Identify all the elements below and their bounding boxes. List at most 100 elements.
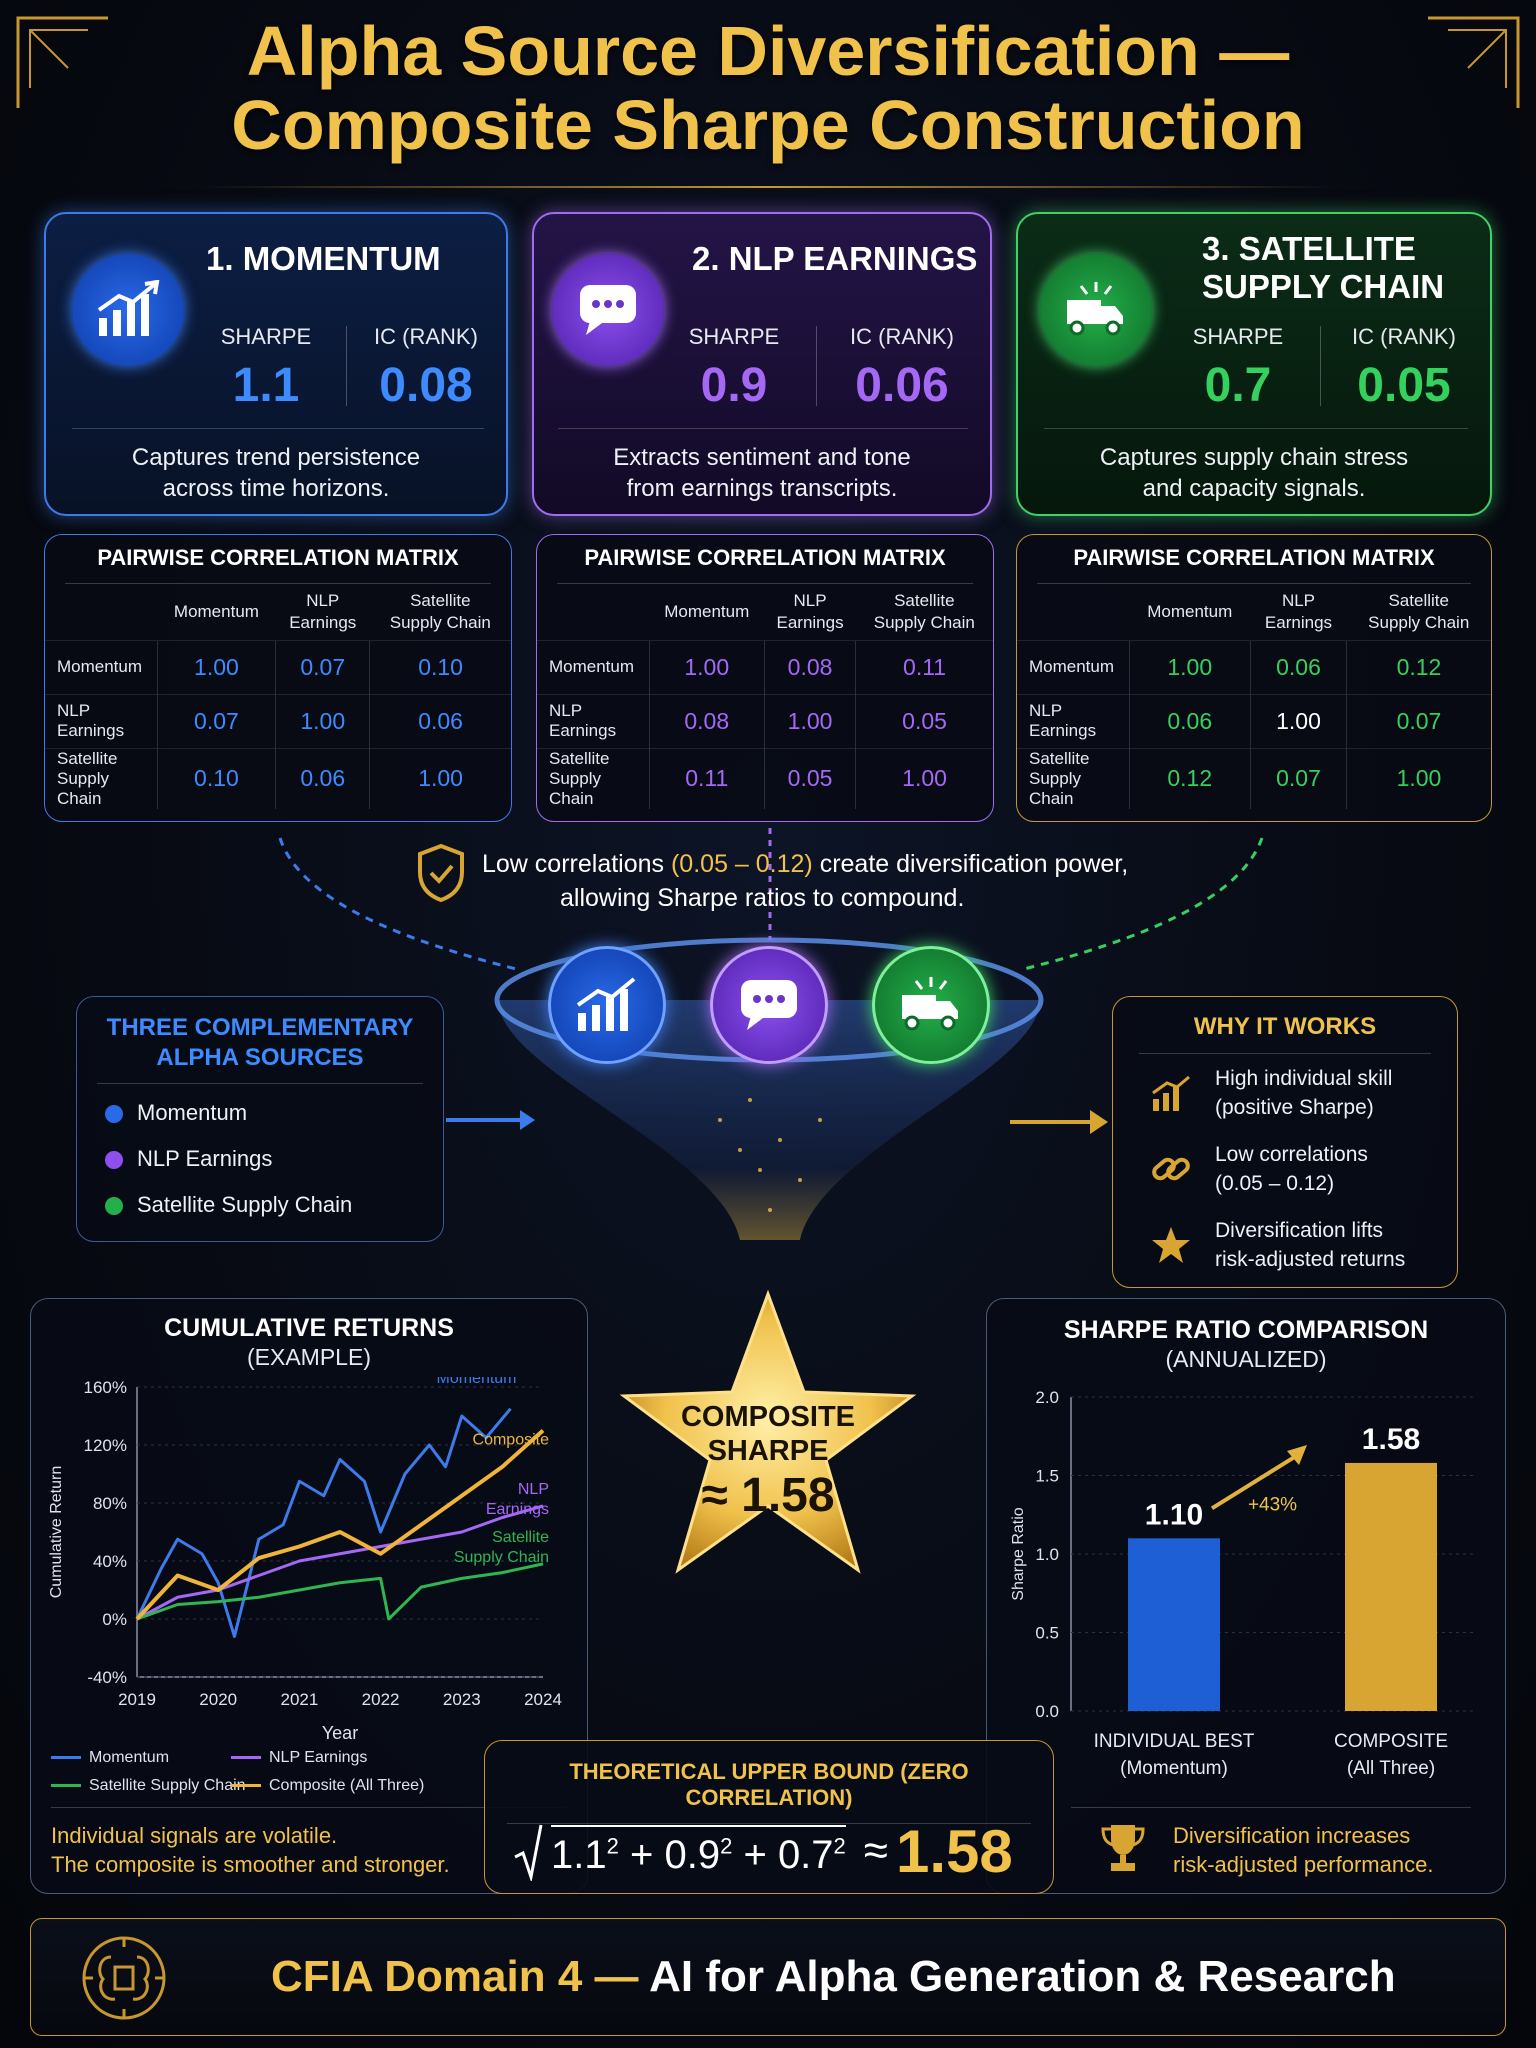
- source-title: 2. NLP EARNINGS: [692, 240, 978, 277]
- matrix-cell: 1.00: [855, 747, 993, 809]
- purple-dot-icon: [105, 1151, 123, 1170]
- chart-note: Diversification increases risk-adjusted p…: [1173, 1823, 1434, 1877]
- source-card-momentum: 1. MOMENTUM SHARPE IC (RANK) 1.1 0.08 Ca…: [44, 212, 508, 516]
- category-label: (All Three): [1347, 1758, 1435, 1779]
- sharpe-label: SHARPE: [688, 324, 780, 349]
- upper-bound-title: THEORETICAL UPPER BOUND (ZERO CORRELATIO…: [569, 1759, 969, 1810]
- row-label: NLP Earnings: [537, 693, 649, 748]
- col-header: Momentum: [1147, 601, 1233, 621]
- matrix-table: Momentum NLP Earnings Satellite Supply Cha…: [537, 584, 993, 809]
- matrix-title: PAIRWISE CORRELATION MATRIX: [1073, 545, 1435, 570]
- y-tick-label: 1.0: [1035, 1545, 1059, 1564]
- link-icon: [1152, 1157, 1190, 1181]
- row-label: Satellite Supply Chain: [45, 747, 157, 809]
- matrix-cell: 0.06: [1250, 639, 1347, 694]
- ic-label: IC (RANK): [850, 324, 954, 349]
- sharpe-value: 0.7: [1204, 359, 1272, 412]
- why-it-works-panel: WHY IT WORKS High individual skill (posit…: [1112, 996, 1458, 1288]
- series-label: Momentum: [436, 1377, 516, 1387]
- series-label: Earnings: [486, 1501, 549, 1518]
- category-label: INDIVIDUAL BEST: [1094, 1731, 1255, 1752]
- chart-up-icon: [1152, 1075, 1190, 1111]
- alpha-sources-title: THREE COMPLEMENTARY ALPHA SOURCES: [106, 1014, 414, 1071]
- legend-item: Momentum: [51, 1749, 169, 1767]
- trophy-icon: [1101, 1825, 1145, 1871]
- matrix-cell: 1.00: [275, 693, 370, 748]
- series-line: [136, 1562, 544, 1621]
- y-tick-label: 1.5: [1035, 1467, 1059, 1486]
- why-item: High individual skill (positive Sharpe): [1149, 1064, 1457, 1122]
- matrix-cell: 1.00: [369, 747, 511, 809]
- x-tick-label: 2021: [280, 1690, 318, 1709]
- metric-divider: [816, 326, 817, 406]
- green-dot-icon: [105, 1197, 123, 1216]
- row-label: Momentum: [45, 639, 157, 694]
- corner-ornament-top-right: [1428, 16, 1520, 108]
- y-tick-label: 40%: [93, 1552, 127, 1571]
- series-line: [135, 1407, 512, 1638]
- source-card-satellite-supply-chain: 3. SATELLITE SUPPLY CHAIN SHARPE IC (RANK…: [1016, 212, 1492, 516]
- col-header: NLP Earnings: [776, 590, 844, 632]
- cumulative-returns-chart: -40% 0% 40% 80% 120% 160% 2019 2020 2021 2022 2023…: [48, 1377, 562, 1743]
- matrix-cell: 0.10: [369, 639, 511, 694]
- blue-dot-icon: [105, 1105, 123, 1124]
- matrix-cell: 0.05: [855, 693, 993, 748]
- matrix-cell: 1.00: [1250, 693, 1347, 748]
- increase-arrow: [1210, 1451, 1303, 1510]
- funnel-body: [498, 1000, 1040, 1240]
- row-label: NLP Earnings: [1017, 693, 1129, 748]
- correlation-matrix-satellite: PAIRWISE CORRELATION MATRIX Momentum NLP…: [1016, 534, 1492, 822]
- y-tick-label: 120%: [84, 1436, 127, 1455]
- why-title: WHY IT WORKS: [1193, 1013, 1377, 1040]
- ic-label: IC (RANK): [374, 324, 478, 349]
- series-line: [135, 1429, 545, 1621]
- y-tick-label: -40%: [87, 1668, 127, 1687]
- matrix-title: PAIRWISE CORRELATION MATRIX: [97, 545, 459, 570]
- metric-divider: [346, 326, 347, 406]
- matrix-cell: 0.08: [763, 639, 856, 694]
- page-title: Alpha Source Diversification — Composite…: [0, 14, 1536, 162]
- source-description: Captures supply chain stress and capacity…: [1099, 444, 1409, 502]
- legend-item: Satellite Supply Chain: [51, 1777, 246, 1795]
- chart-title: SHARPE RATIO COMPARISON: [1063, 1316, 1429, 1344]
- chart-up-icon: [72, 254, 184, 366]
- series-label: Satellite: [492, 1529, 549, 1546]
- truck-icon: [1040, 254, 1152, 366]
- bar: [1345, 1462, 1437, 1711]
- col-header: NLP Earnings: [289, 590, 357, 632]
- why-item: Diversification lifts risk-adjusted retur…: [1149, 1216, 1457, 1274]
- row-label: Momentum: [1017, 639, 1129, 694]
- brain-chip-icon: [82, 1936, 166, 2020]
- col-header: Momentum: [173, 601, 259, 621]
- chart-legend: Momentum NLP Earnings Satellite Supply C…: [51, 1743, 571, 1803]
- x-tick-label: 2019: [118, 1690, 156, 1709]
- card-divider: [1044, 428, 1468, 429]
- correlation-matrix-nlp-earnings: PAIRWISE CORRELATION MATRIX Momentum NLP…: [536, 534, 994, 822]
- source-description: Extracts sentiment and tone from earnings…: [613, 444, 911, 502]
- bar-value-label: 1.58: [1362, 1423, 1420, 1456]
- col-header: Momentum: [664, 601, 750, 621]
- category-label: (Momentum): [1120, 1758, 1228, 1779]
- list-item: Satellite Supply Chain: [105, 1182, 443, 1228]
- title-divider: [200, 186, 1336, 188]
- x-tick-label: 2022: [362, 1690, 400, 1709]
- series-label: Supply Chain: [454, 1549, 549, 1566]
- metric-divider: [1320, 326, 1321, 406]
- row-label: Satellite Supply Chain: [537, 747, 649, 809]
- matrix-cell: 1.00: [1128, 639, 1251, 694]
- sharpe-bar-chart: 0.0 0.5 1.0 1.5 2.0 Sharpe Ratio 1.10 INDIVIDU…: [1010, 1388, 1477, 1779]
- square-root-icon: [514, 1824, 543, 1881]
- diversification-callout: Low correlations (0.05 – 0.12) create di…: [482, 850, 1129, 878]
- chart-title: CUMULATIVE RETURNS: [164, 1314, 454, 1342]
- chart-up-icon: [548, 946, 666, 1064]
- arrow-head: [1287, 1444, 1307, 1465]
- row-label: NLP Earnings: [45, 693, 157, 748]
- sharpe-value: 1.1: [232, 359, 300, 412]
- ic-label: IC (RANK): [1352, 324, 1456, 349]
- ic-value: 0.05: [1357, 359, 1451, 412]
- matrix-cell: 0.07: [1250, 747, 1347, 809]
- why-item: Low correlations (0.05 – 0.12): [1149, 1140, 1457, 1198]
- source-card-nlp-earnings: 2. NLP EARNINGS SHARPE IC (RANK) 0.9 0.0…: [532, 212, 992, 516]
- footer-text: CFIA Domain 4 — AI for Alpha Generation …: [271, 1952, 1396, 2001]
- y-axis-label: Sharpe Ratio: [1010, 1507, 1027, 1600]
